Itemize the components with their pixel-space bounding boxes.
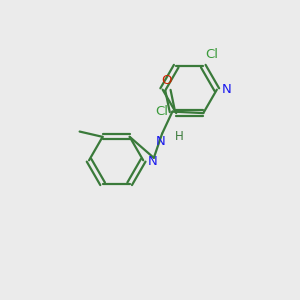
Text: H: H xyxy=(174,130,183,143)
Text: Cl: Cl xyxy=(206,49,219,62)
Text: Cl: Cl xyxy=(155,105,168,118)
Text: N: N xyxy=(148,155,158,168)
Text: O: O xyxy=(161,74,172,87)
Text: N: N xyxy=(156,135,166,148)
Text: N: N xyxy=(222,83,232,96)
